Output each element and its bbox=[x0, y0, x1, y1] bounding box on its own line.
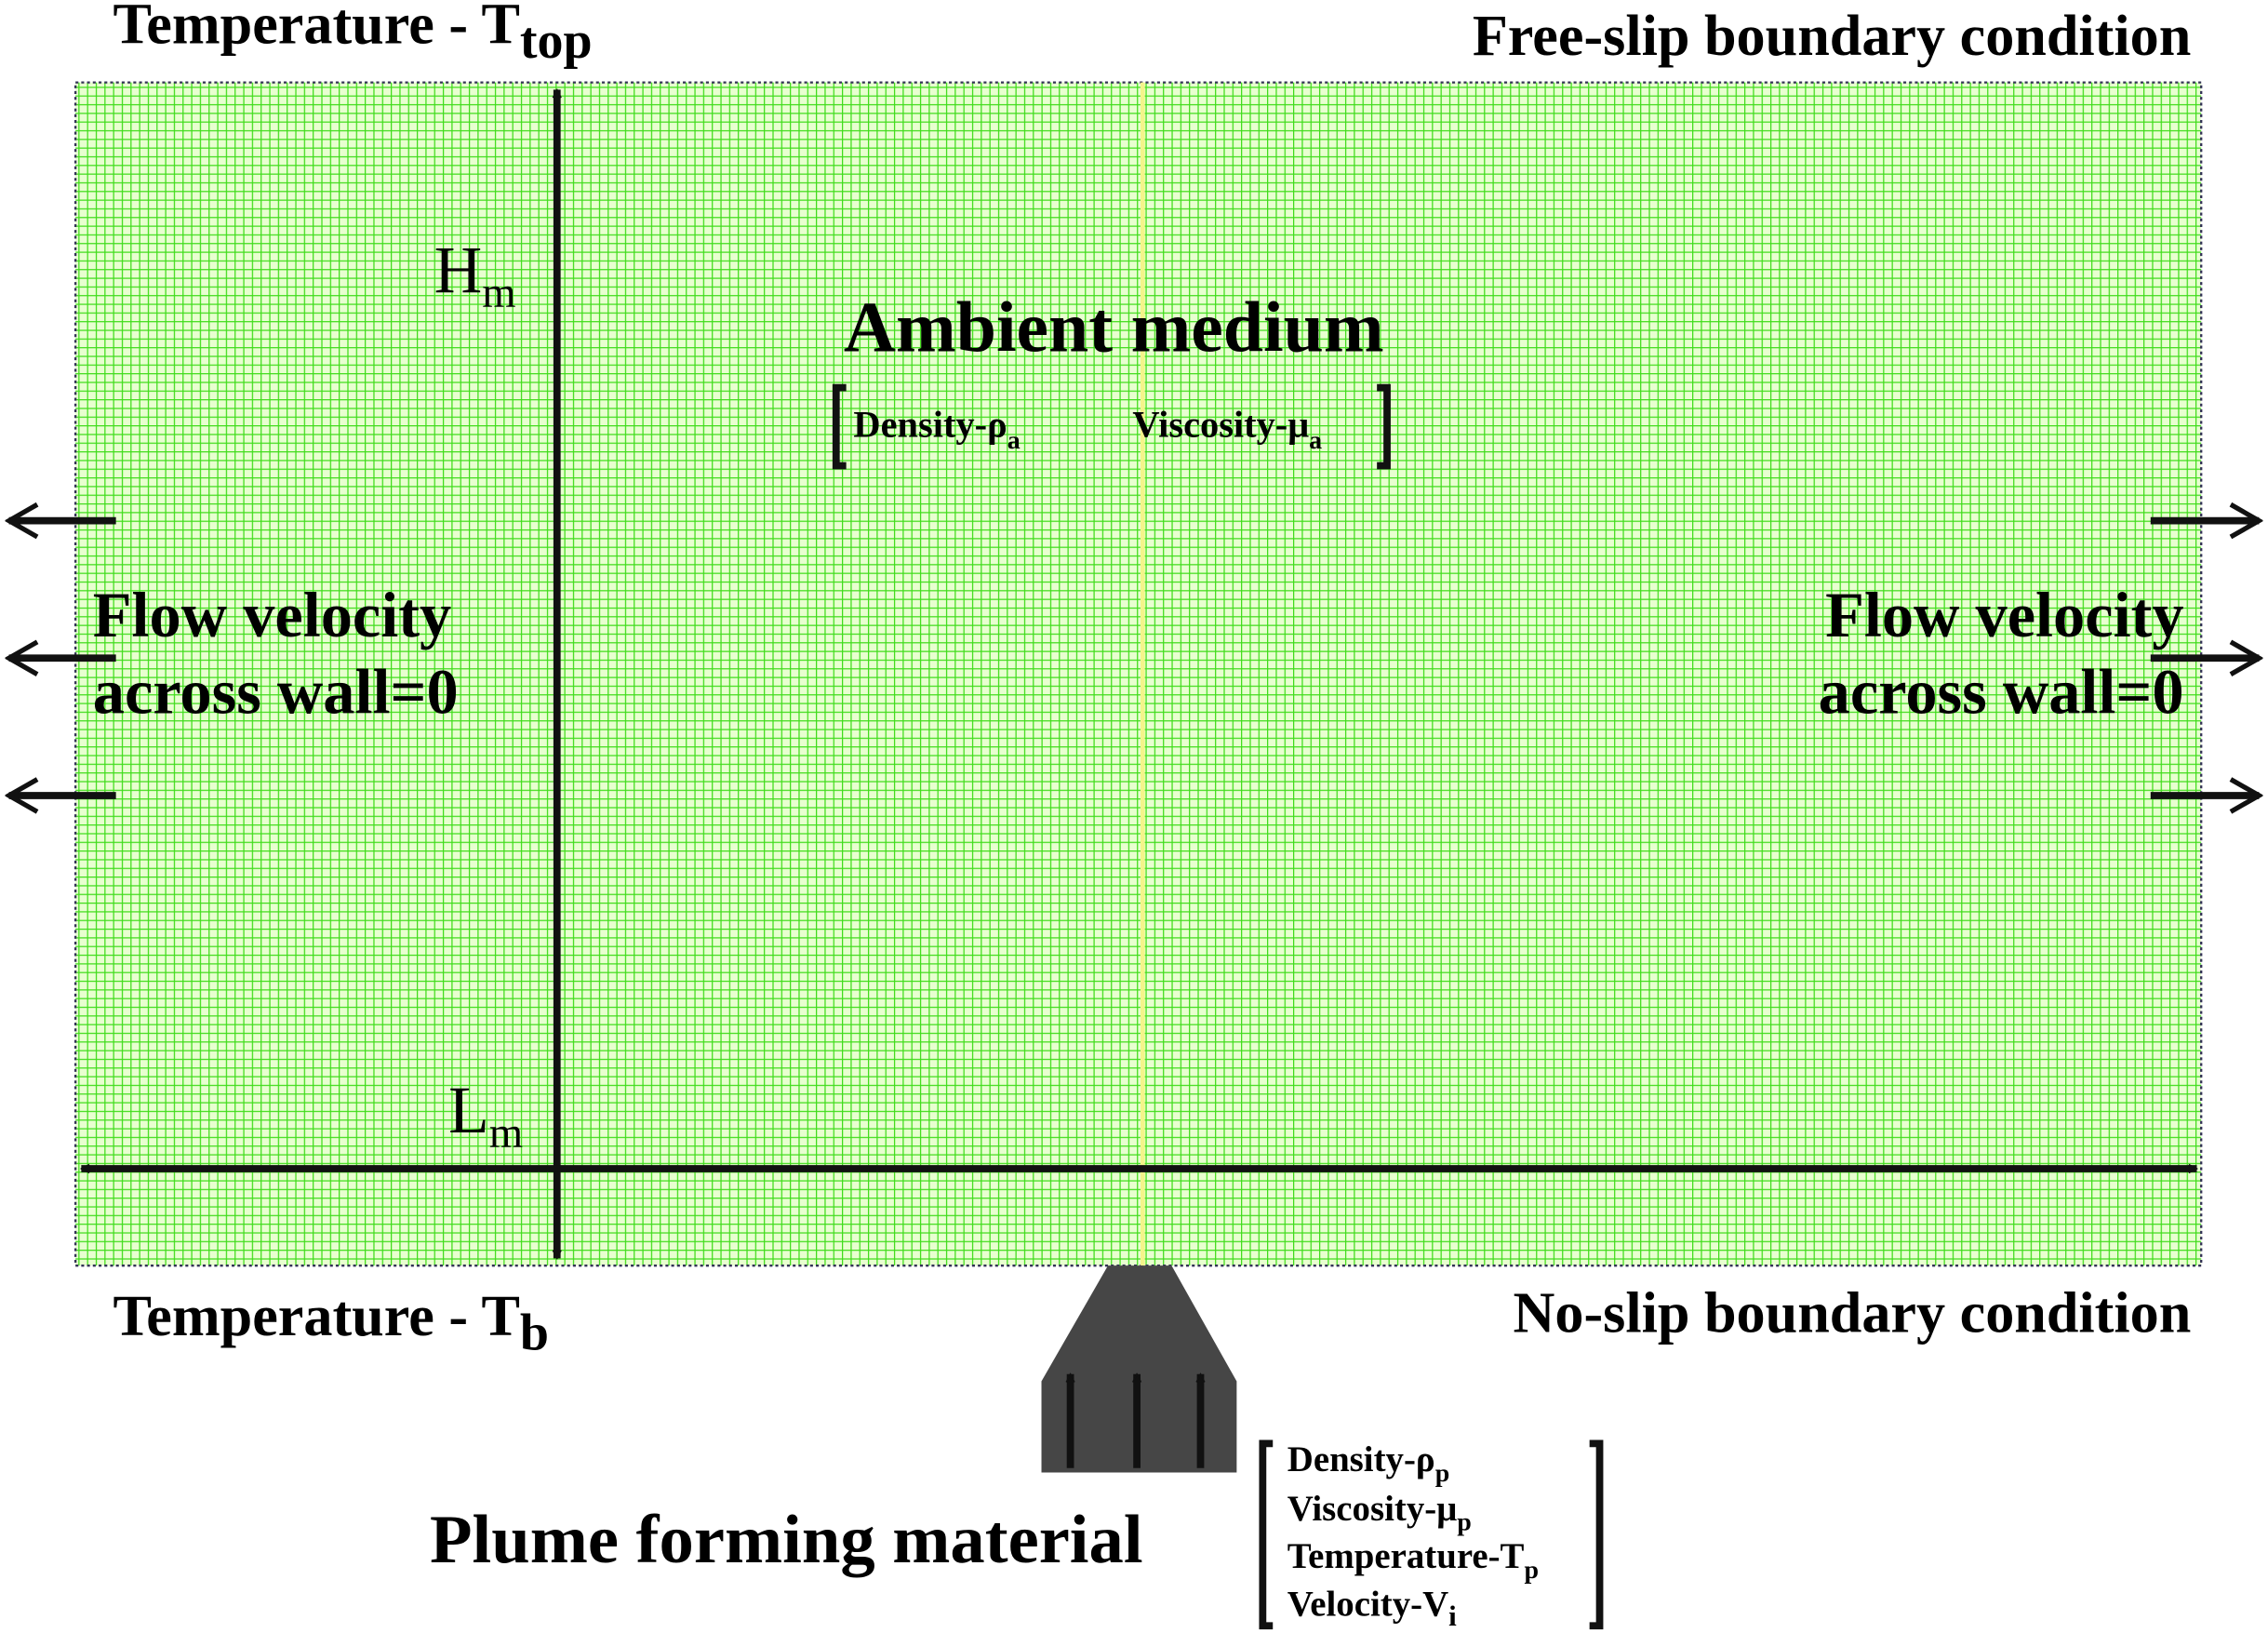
subscript: p bbox=[1435, 1459, 1450, 1488]
label: Density-ρ bbox=[1287, 1439, 1435, 1479]
bracket bbox=[832, 383, 847, 470]
inlet-property: Temperature-Tp bbox=[1287, 1536, 1539, 1585]
subscript: a bbox=[1309, 426, 1322, 455]
ambient-property: Viscosity-μa bbox=[1132, 403, 1322, 454]
inlet-arrows bbox=[1071, 1374, 1201, 1468]
subscript: i bbox=[1448, 1600, 1457, 1632]
bracket bbox=[1259, 1439, 1274, 1630]
inlet-property: Velocity-Vi bbox=[1287, 1584, 1457, 1632]
wall-label: across wall=0 bbox=[93, 656, 459, 727]
ambient-property: Density-ρa bbox=[853, 403, 1020, 454]
bracket bbox=[1377, 383, 1391, 470]
top-temperature: Temperature - Ttop bbox=[113, 0, 593, 70]
inlet-property: Density-ρp bbox=[1287, 1439, 1450, 1488]
label: L bbox=[448, 1074, 489, 1147]
height-label: Hm bbox=[434, 234, 516, 317]
nozzle bbox=[1041, 1265, 1237, 1473]
label: Temperature - T bbox=[113, 0, 520, 57]
mesh-domain bbox=[73, 81, 2203, 1267]
label: Viscosity-μ bbox=[1287, 1489, 1457, 1529]
right-arrows bbox=[2150, 521, 2260, 796]
left-arrows bbox=[9, 521, 116, 796]
label: Temperature-T bbox=[1287, 1536, 1525, 1576]
wall-label: Flow velocity bbox=[1825, 580, 2183, 650]
subscript: m bbox=[482, 269, 515, 317]
length-label: Lm bbox=[448, 1074, 523, 1158]
subscript: m bbox=[489, 1109, 523, 1158]
label: Temperature - T bbox=[113, 1285, 520, 1348]
bracket bbox=[1589, 1439, 1604, 1630]
wall-label: across wall=0 bbox=[1819, 656, 2184, 727]
label: Density-ρ bbox=[853, 403, 1007, 445]
label: H bbox=[434, 234, 483, 307]
label: Velocity-V bbox=[1287, 1584, 1448, 1624]
subscript: top bbox=[520, 12, 593, 70]
subscript: b bbox=[520, 1304, 549, 1361]
wall-label: Flow velocity bbox=[93, 580, 451, 650]
subscript: p bbox=[1524, 1556, 1539, 1585]
top-boundary: Free-slip boundary condition bbox=[1473, 5, 2191, 68]
label: Viscosity-μ bbox=[1132, 403, 1309, 445]
domain-title: Ambient medium bbox=[844, 288, 1384, 368]
inlet-property: Viscosity-μp bbox=[1287, 1489, 1472, 1537]
subscript: p bbox=[1457, 1508, 1472, 1537]
bottom-boundary: No-slip boundary condition bbox=[1513, 1282, 2191, 1345]
subscript: a bbox=[1007, 426, 1021, 455]
bottom-temperature: Temperature - Tb bbox=[113, 1285, 549, 1362]
inlet-title: Plume forming material bbox=[430, 1502, 1143, 1578]
